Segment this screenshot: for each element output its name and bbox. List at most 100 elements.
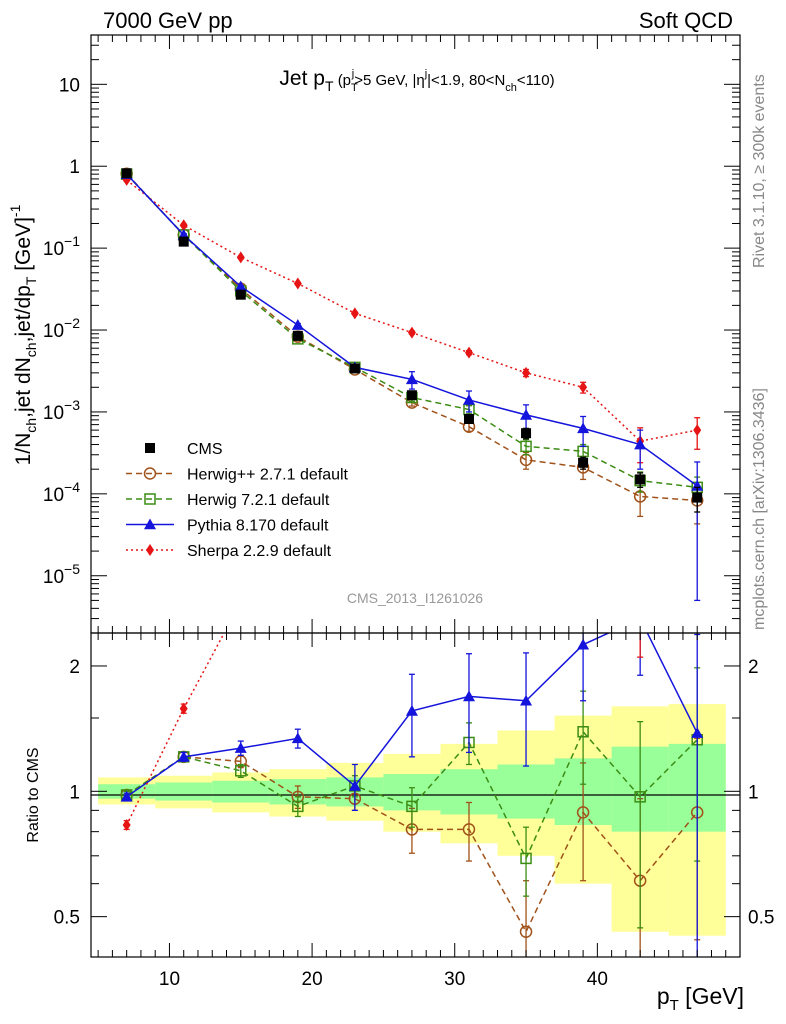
main-cms-point	[463, 413, 474, 424]
main-sherpa-point	[407, 326, 416, 339]
main-y-tick-label: 10−5	[43, 561, 80, 588]
axes-layer: 10 20 30 40 10 1 10−1 10−2 10−3 10−4 10−5 0.5 0.5 1 1 2…	[43, 34, 774, 990]
ratio-sherpa-point	[408, 467, 416, 479]
legend-entry: Sherpa 2.2.9 default	[126, 543, 332, 560]
main-cms-point	[235, 289, 246, 300]
legend-label: Herwig 7.2.1 default	[187, 492, 330, 509]
legend-marker	[143, 467, 157, 480]
ratio-y-tick-label: 0.5	[54, 908, 80, 929]
ratio-herwig-point	[235, 765, 247, 777]
ratio-herwig-point	[634, 791, 646, 803]
legend-label: Pythia 8.170 default	[187, 518, 329, 535]
main-herwig-point	[520, 440, 532, 453]
main-pythia-point	[234, 280, 247, 292]
mcplots-reference-label: mcplots.cern.ch [arXiv:1306.3436]	[751, 388, 768, 630]
ratio-y-tick-label-right: 0.5	[748, 908, 774, 929]
main-chart-title: Jet pT (pTj>5 GeV, |ηj|<1.9, 80<Nch<110)	[279, 67, 554, 94]
main-y-tick-label: 10−1	[43, 233, 80, 260]
main-pythia-point	[634, 438, 647, 450]
ratio-sherpa-point	[522, 477, 530, 489]
main-sherpa-series	[122, 173, 702, 464]
ratio-pythia-point	[291, 732, 304, 744]
legend-label: CMS	[187, 441, 223, 458]
main-sherpa-point	[579, 381, 588, 394]
main-sherpa-point	[522, 366, 531, 379]
header-energy-label: 7000 GeV pp	[103, 8, 233, 33]
ratio-band-inner-2	[212, 780, 270, 803]
ratio-band-inner-7	[497, 764, 555, 819]
legend-entry: Pythia 8.170 default	[126, 518, 329, 535]
legend-marker	[145, 443, 155, 453]
main-cms-point	[635, 474, 646, 485]
ratio-pythia-point	[577, 638, 590, 650]
main-sherpa-point	[693, 424, 702, 437]
ratio-sherpa-point	[179, 702, 188, 715]
ratio-y-tick-label: 1	[69, 782, 80, 803]
ratio-sherpa-series	[122, 403, 644, 832]
x-axis-title: pT [GeV]	[657, 983, 744, 1014]
main-y-tick-label: 1	[69, 157, 80, 178]
main-sherpa-point	[236, 251, 245, 264]
ratio-pythia-point	[462, 690, 475, 702]
main-pythia-point	[405, 373, 418, 385]
main-pythia-point	[291, 319, 304, 330]
ratio-herwig-point	[520, 852, 532, 865]
ratio-pythia-point	[234, 742, 247, 753]
main-sherpa-point	[179, 219, 188, 232]
ratio-herwig-point	[577, 726, 589, 738]
legend: CMS Herwig++ 2.7.1 default Herwig 7.2.1 de…	[126, 441, 349, 560]
x-tick-label: 10	[159, 969, 180, 990]
main-pythia-point	[577, 422, 590, 434]
ratio-sherpa-point	[579, 403, 587, 415]
ratio-herwig-point	[406, 800, 418, 813]
ratio-pythia-point	[120, 790, 133, 802]
main-y-tick-label: 10−3	[43, 397, 80, 424]
legend-entry: CMS	[145, 441, 223, 458]
ratio-pythia-point	[177, 750, 190, 762]
ratio-sherpa-point	[351, 505, 359, 517]
legend-label: Herwig++ 2.7.1 default	[187, 467, 349, 484]
ratio-herwig-point	[462, 823, 476, 836]
main-y-axis-title: 1/Nch,jet dNch,jet/dpT [GeV]-1	[7, 204, 39, 465]
main-sherpa-point	[350, 307, 359, 320]
ratio-band-inner-1	[155, 782, 213, 801]
ratio-sherpa-line	[125, 633, 225, 826]
main-cms-point	[406, 390, 417, 401]
main-cms-point	[121, 168, 132, 179]
rivet-version-label: Rivet 3.1.10, ≥ 300k events	[751, 74, 768, 268]
x-tick-label: 30	[444, 969, 465, 990]
ratio-sherpa-point	[465, 447, 473, 459]
main-pythia-point	[520, 408, 533, 420]
ratio-plot-frame	[90, 632, 741, 958]
ratio-sherpa-point	[122, 819, 131, 832]
ratio-y-tick-label: 2	[69, 657, 80, 678]
ratio-series-layer	[120, 403, 704, 957]
legend-marker	[144, 493, 156, 505]
main-y-tick-label: 10−2	[43, 315, 80, 342]
main-sherpa-point	[293, 277, 302, 290]
legend-marker	[146, 544, 154, 556]
main-herwig-line	[126, 173, 698, 489]
ratio-pythia-point	[634, 613, 646, 624]
ratio-herwig-point	[292, 800, 304, 813]
main-series-layer	[120, 167, 704, 602]
ratio-y-tick-label-right: 2	[748, 657, 759, 678]
main-sherpa-point	[464, 346, 473, 359]
main-cms-point	[578, 457, 589, 468]
ratio-pythia-series	[120, 613, 704, 957]
legend-entry: Herwig 7.2.1 default	[126, 492, 330, 509]
ratio-sherpa-point	[636, 593, 644, 605]
header-category-label: Soft QCD	[639, 8, 733, 33]
main-y-tick-label: 10−4	[43, 479, 80, 506]
main-cms-point	[292, 330, 303, 341]
main-cms-point	[692, 492, 703, 503]
ratio-y-tick-label-right: 1	[748, 782, 759, 803]
main-cms-point	[521, 428, 532, 439]
analysis-id-label: CMS_2013_I1261026	[347, 590, 483, 606]
ratio-pythia-point	[520, 694, 533, 706]
ratio-herwig-point	[576, 806, 590, 819]
x-tick-label: 40	[587, 969, 608, 990]
ratio-pythia-point	[691, 727, 704, 738]
ratio-sherpa-point	[237, 596, 245, 608]
